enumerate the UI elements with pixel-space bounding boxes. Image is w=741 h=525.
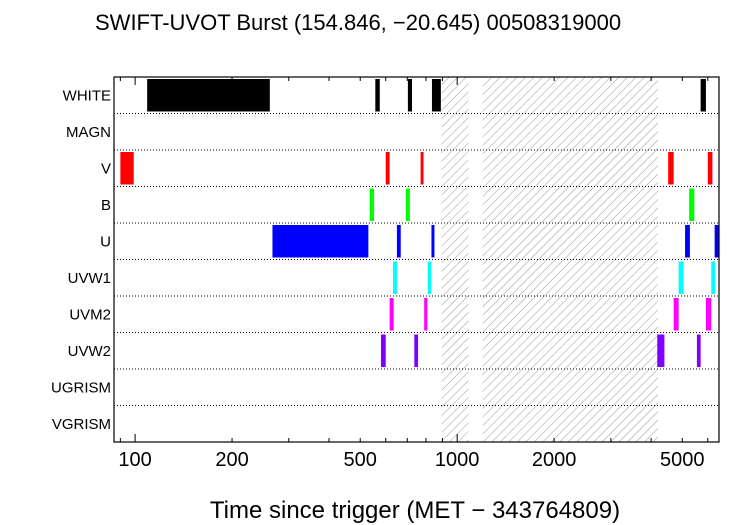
- x-axis-label: Time since trigger (MET − 343764809): [210, 497, 620, 524]
- chart-title: SWIFT-UVOT Burst (154.846, −20.645) 0050…: [95, 10, 621, 35]
- exposure-bar-uvw1: [678, 261, 684, 294]
- exposure-bar-b: [689, 188, 695, 221]
- exposure-bar-white: [407, 79, 413, 112]
- row-label-uvm2: UVM2: [69, 306, 111, 323]
- exposure-bar-uvm2: [705, 298, 712, 331]
- row-label-white: WHITE: [63, 87, 111, 104]
- exposure-bar-v: [707, 152, 713, 185]
- exposure-bar-uvw1: [392, 261, 397, 294]
- gap-region-1: [441, 77, 469, 442]
- plot-frame: [113, 76, 720, 443]
- exposure-bar-uvw2: [696, 334, 701, 367]
- exposure-bar-white: [375, 79, 380, 112]
- exposure-bar-b: [369, 188, 375, 221]
- row-label-uvw2: UVW2: [68, 343, 111, 360]
- exposure-bar-v: [420, 152, 424, 185]
- exposure-bar-u: [272, 225, 369, 258]
- x-tick-label: 2000: [532, 449, 577, 471]
- exposure-bar-v: [120, 152, 134, 185]
- exposure-bar-b: [405, 188, 410, 221]
- exposure-bar-u: [714, 225, 719, 258]
- exposure-bar-v: [385, 152, 390, 185]
- exposure-bar-uvw1: [711, 261, 716, 294]
- exposure-bar-uvw2: [414, 334, 419, 367]
- exposure-bar-uvm2: [424, 298, 428, 331]
- row-label-ugrism: UGRISM: [51, 379, 111, 396]
- exposure-bar-u: [396, 225, 401, 258]
- row-label-uvw1: UVW1: [68, 270, 111, 287]
- exposure-bar-uvw1: [427, 261, 432, 294]
- exposure-bar-uvm2: [673, 298, 679, 331]
- row-label-vgrism: VGRISM: [52, 416, 111, 433]
- row-label-b: B: [101, 197, 111, 214]
- x-tick-label: 100: [118, 449, 151, 471]
- exposure-bar-uvw2: [657, 334, 665, 367]
- x-tick-label: 1000: [435, 449, 480, 471]
- row-label-v: V: [101, 160, 111, 177]
- x-tick-label: 500: [344, 449, 377, 471]
- exposure-bar-u: [685, 225, 690, 258]
- plot-area: WHITE MAGN V B U UVW1 UVM2 UVW2 UGRISM VGRISM 100 2…: [51, 76, 720, 471]
- exposure-bar-uvm2: [389, 298, 394, 331]
- exposure-bar-uvw2: [380, 334, 386, 367]
- exposure-bar-u: [431, 225, 435, 258]
- x-tick-label: 200: [215, 449, 248, 471]
- row-label-u: U: [100, 233, 111, 250]
- row-label-magn: MAGN: [66, 124, 111, 141]
- exposure-bar-white: [700, 79, 706, 112]
- x-tick-label: 5000: [660, 449, 705, 471]
- exposure-bar-v: [668, 152, 674, 185]
- exposure-bar-white: [431, 79, 441, 112]
- exposure-bar-white: [147, 79, 270, 112]
